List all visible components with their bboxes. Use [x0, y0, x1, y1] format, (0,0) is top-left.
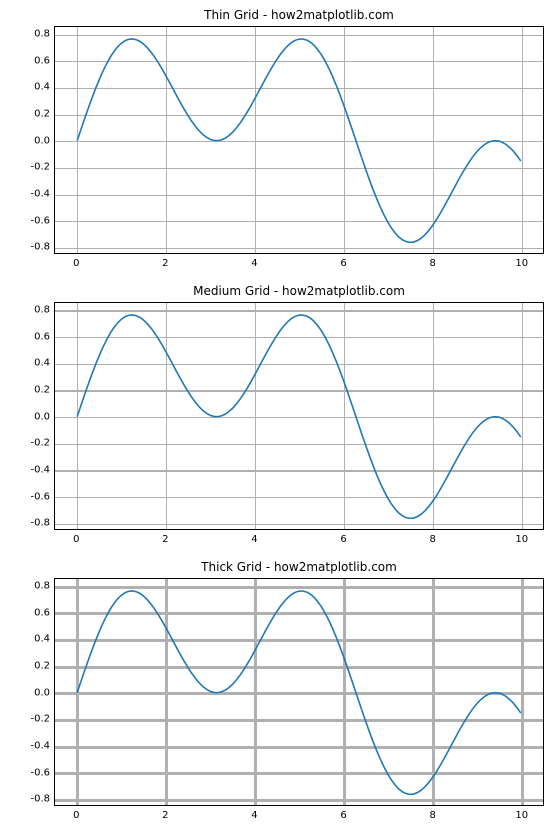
ytick-label: -0.8: [30, 242, 50, 253]
ytick-label: 0.2: [34, 109, 50, 120]
ytick-label: 0.4: [34, 634, 50, 645]
xtick-label: 6: [340, 810, 346, 821]
ytick-label: 0.6: [34, 55, 50, 66]
xtick-label: 10: [515, 534, 528, 545]
xtick-label: 8: [429, 258, 435, 269]
line-series: [55, 303, 543, 529]
ytick-label: -0.2: [30, 162, 50, 173]
subplot-thick: Thick Grid - how2matplotlib.com 0246810-…: [54, 578, 544, 806]
axes-thin: [54, 26, 544, 254]
ytick-label: 0.8: [34, 29, 50, 40]
ytick-label: 0.0: [34, 411, 50, 422]
ytick-label: 0.8: [34, 305, 50, 316]
title-thick: Thick Grid - how2matplotlib.com: [54, 560, 544, 574]
axes-thick: [54, 578, 544, 806]
subplot-medium: Medium Grid - how2matplotlib.com 0246810…: [54, 302, 544, 530]
title-medium: Medium Grid - how2matplotlib.com: [54, 284, 544, 298]
xtick-label: 0: [73, 258, 79, 269]
ytick-label: 0.4: [34, 82, 50, 93]
ytick-label: -0.8: [30, 794, 50, 805]
ytick-label: 0.0: [34, 135, 50, 146]
title-thin: Thin Grid - how2matplotlib.com: [54, 8, 544, 22]
ytick-label: 0.4: [34, 358, 50, 369]
xtick-label: 10: [515, 258, 528, 269]
ytick-label: -0.4: [30, 741, 50, 752]
xtick-label: 0: [73, 534, 79, 545]
ytick-label: -0.6: [30, 491, 50, 502]
figure: Thin Grid - how2matplotlib.com 0 2 4 6 8 10 -0…: [0, 0, 560, 840]
line-series: [55, 579, 543, 805]
ytick-label: -0.6: [30, 215, 50, 226]
xtick-label: 8: [429, 810, 435, 821]
ytick-label: -0.4: [30, 465, 50, 476]
ytick-label: 0.2: [34, 385, 50, 396]
ytick-label: 0.6: [34, 607, 50, 618]
xtick-label: 0: [73, 810, 79, 821]
ytick-label: -0.8: [30, 518, 50, 529]
xtick-label: 8: [429, 534, 435, 545]
ytick-label: -0.2: [30, 714, 50, 725]
ytick-label: 0.2: [34, 661, 50, 672]
line-series: [55, 27, 543, 253]
xtick-label: 2: [162, 258, 168, 269]
ytick-label: -0.2: [30, 438, 50, 449]
subplot-thin: Thin Grid - how2matplotlib.com 0246810-0…: [54, 26, 544, 254]
xtick-label: 10: [515, 810, 528, 821]
xtick-label: 2: [162, 534, 168, 545]
xtick-label: 4: [251, 810, 257, 821]
xtick-label: 6: [340, 258, 346, 269]
xtick-label: 6: [340, 534, 346, 545]
xtick-label: 4: [251, 534, 257, 545]
ytick-label: 0.8: [34, 581, 50, 592]
ytick-label: -0.6: [30, 767, 50, 778]
ytick-label: -0.4: [30, 189, 50, 200]
xtick-label: 4: [251, 258, 257, 269]
axes-medium: [54, 302, 544, 530]
xtick-label: 2: [162, 810, 168, 821]
ytick-label: 0.6: [34, 331, 50, 342]
ytick-label: 0.0: [34, 687, 50, 698]
